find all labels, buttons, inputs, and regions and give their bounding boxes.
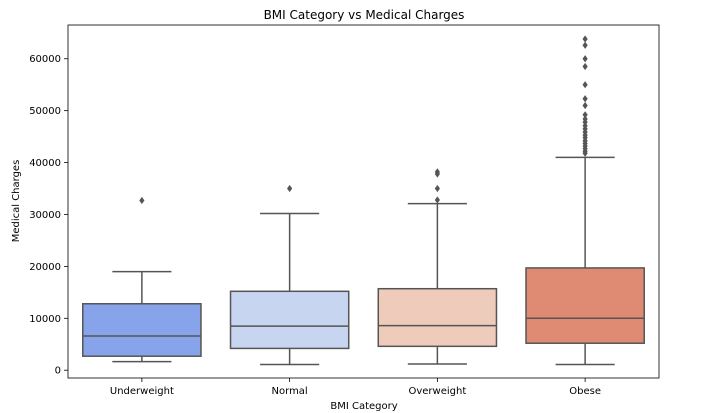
iqr-box [229,290,350,350]
box-normal [229,184,350,366]
plot-area [82,35,645,366]
outlier-point [582,55,588,63]
y-tick-label: 50000 [29,106,61,117]
box-underweight [82,196,202,363]
outlier-point [582,41,588,49]
y-axis: 0 10000 20000 30000 40000 50000 60000 [29,54,68,377]
outlier-point [582,115,588,123]
y-tick-label: 20000 [29,262,61,273]
outlier-point [139,196,145,205]
box-overweight [377,168,498,365]
outlier-point [582,62,588,71]
outlier-point [434,184,440,193]
box-obese [525,35,645,366]
x-tick-label: Obese [569,386,601,397]
outlier-point [434,168,440,176]
x-axis: Underweight Normal Overweight Obese [110,378,601,397]
y-tick-label: 10000 [29,314,61,325]
y-tick-label: 30000 [29,210,61,221]
y-tick-label: 40000 [29,158,61,169]
y-axis-label: Medical Charges [11,160,22,243]
chart-title: BMI Category vs Medical Charges [264,8,465,22]
outlier-point [582,95,588,103]
x-axis-label: BMI Category [330,401,397,412]
outlier-point [582,101,588,110]
outlier-point [582,81,588,89]
y-tick-label: 0 [55,366,61,377]
iqr-box [377,287,498,348]
iqr-box [82,303,202,357]
outlier-point [434,196,440,204]
x-tick-label: Overweight [408,386,466,397]
y-tick-label: 60000 [29,54,61,65]
iqr-box [525,267,645,344]
plot-frame [67,24,660,379]
outlier-point [287,184,293,193]
x-tick-label: Normal [272,386,308,397]
outlier-point [582,111,588,119]
outlier-point [582,35,588,43]
outlier-point [582,122,588,130]
x-tick-label: Underweight [110,386,174,397]
